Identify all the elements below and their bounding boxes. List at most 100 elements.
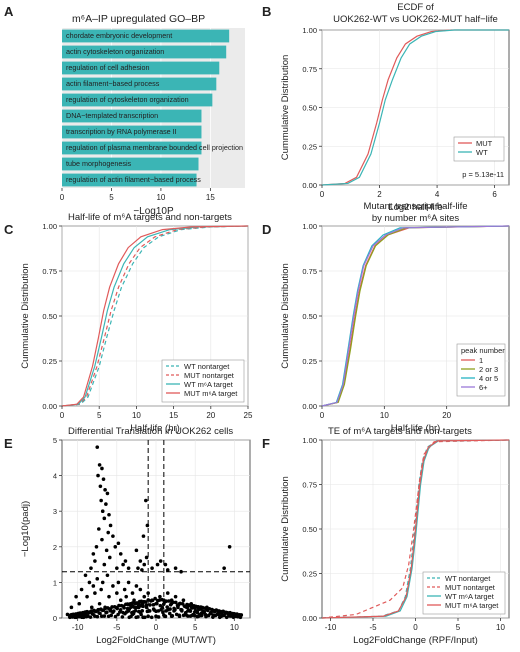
data-point	[97, 463, 102, 467]
data-point	[101, 477, 106, 481]
y-tick-label: 1	[53, 578, 57, 587]
data-point	[134, 615, 138, 620]
data-point	[199, 605, 203, 609]
data-point	[144, 603, 149, 608]
legend-label: MUT nontarget	[184, 371, 235, 380]
y-axis-label: Cummulative Distribution	[20, 263, 31, 369]
data-point	[126, 566, 131, 570]
x-axis-label: Half-life (hr)	[130, 423, 180, 434]
data-point	[118, 552, 123, 556]
data-point	[144, 498, 148, 503]
data-point	[100, 537, 104, 542]
chart-title: m⁶A–IP upregulated GO–BP	[72, 13, 205, 25]
data-point	[122, 587, 127, 592]
data-point	[97, 527, 101, 531]
data-point	[103, 488, 107, 492]
data-point	[156, 615, 161, 619]
panel-label-E: E	[4, 436, 13, 451]
data-point	[139, 604, 144, 608]
y-tick-label: 0.50	[302, 525, 317, 534]
y-tick-label: 0.25	[302, 570, 317, 579]
y-tick-label: 0.75	[302, 267, 317, 276]
data-point	[127, 615, 132, 620]
data-point	[209, 610, 213, 615]
data-point	[93, 591, 97, 595]
data-point	[99, 498, 103, 503]
legend-title: peak number	[461, 346, 505, 355]
data-point	[171, 600, 176, 605]
data-point	[138, 587, 143, 592]
x-tick-label: 0	[413, 623, 418, 632]
chart-title: Mutant transcript half-life	[363, 201, 467, 212]
data-point	[125, 606, 130, 611]
legend-label: MUT m⁶A target	[445, 601, 499, 610]
data-point	[158, 559, 163, 563]
data-point	[124, 594, 129, 599]
data-point	[120, 615, 125, 619]
data-point	[131, 610, 136, 614]
data-point	[129, 605, 133, 610]
data-point	[100, 509, 105, 513]
data-point	[141, 615, 145, 620]
y-axis-label: −Log10(padj)	[20, 501, 31, 557]
panel-label-D: D	[262, 222, 271, 237]
chart-title: TE of m⁶A targets and non-targets	[328, 426, 472, 437]
data-point	[159, 607, 163, 612]
data-point	[141, 534, 146, 538]
series-line	[321, 439, 510, 619]
panel-F: TE of m⁶A targets and non-targets -10 -5 0 5…	[280, 426, 510, 646]
legend-box	[453, 136, 505, 162]
data-point	[74, 594, 78, 599]
y-tick-label: 0.00	[302, 181, 317, 190]
bar-label: actin cytoskeleton organization	[66, 47, 164, 56]
data-point	[134, 584, 139, 588]
data-point	[118, 598, 123, 602]
data-point	[105, 491, 110, 496]
data-point	[164, 599, 169, 603]
data-point	[153, 596, 157, 601]
data-point	[123, 559, 128, 563]
data-point	[84, 614, 89, 619]
data-point	[107, 512, 111, 517]
x-axis-label: Log2 half-life	[388, 202, 442, 213]
series-line	[321, 225, 510, 407]
x-tick-label: 2	[377, 190, 382, 199]
x-tick-label: 5	[97, 411, 102, 420]
data-point	[110, 605, 114, 609]
panel-label-B: B	[262, 4, 271, 19]
data-point	[107, 555, 112, 560]
data-point	[184, 613, 188, 617]
data-point	[170, 613, 175, 618]
data-point	[227, 545, 232, 549]
data-point	[144, 555, 149, 560]
legend-label: 4 or 5	[479, 374, 498, 383]
y-tick-label: 0.50	[42, 312, 57, 321]
data-point	[122, 606, 126, 610]
y-tick-label: 0.00	[302, 402, 317, 411]
data-point	[154, 609, 158, 614]
data-point	[106, 530, 111, 535]
data-point	[166, 607, 170, 612]
data-point	[89, 566, 93, 570]
data-point	[158, 594, 162, 599]
legend-box	[161, 359, 245, 403]
data-point	[95, 445, 100, 449]
x-tick-label: 0	[320, 411, 325, 420]
data-point	[99, 587, 103, 592]
bar	[62, 77, 217, 91]
data-point	[104, 548, 109, 553]
data-point	[149, 615, 154, 620]
bar-label: tube morphogenesis	[66, 159, 132, 168]
panel-E: Differential Translation in UOK262 cells…	[20, 426, 251, 646]
data-point	[83, 610, 88, 614]
x-tick-label: 0	[320, 190, 325, 199]
data-point	[211, 615, 215, 619]
legend-label: 6+	[479, 383, 488, 392]
x-tick-label: 20	[442, 411, 451, 420]
data-point	[115, 566, 119, 570]
data-point	[96, 473, 100, 478]
data-point	[102, 562, 107, 567]
data-point	[138, 559, 143, 563]
